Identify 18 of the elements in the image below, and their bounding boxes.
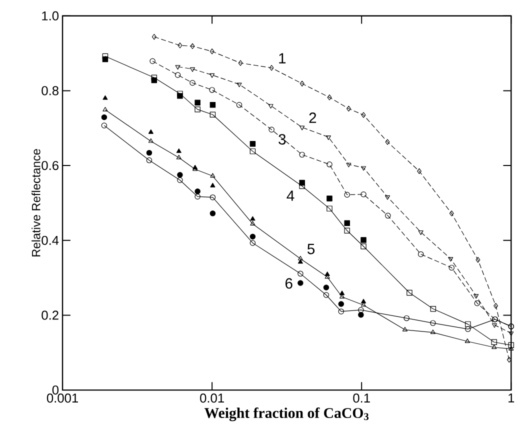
x-tick-label: 1 bbox=[508, 394, 514, 403]
x-tick-label: 0.01 bbox=[200, 394, 224, 403]
series-label: 2 bbox=[309, 112, 316, 124]
series-label: 5 bbox=[307, 244, 315, 254]
y-tick-label: 0.6 bbox=[42, 161, 58, 170]
y-tick-label: 1.0 bbox=[42, 12, 59, 21]
series-label: 6 bbox=[286, 278, 292, 289]
y-tick-label: 0.2 bbox=[42, 310, 58, 320]
y-axis-title: Relative Reflectance bbox=[32, 149, 40, 257]
x-tick-label: 0.001 bbox=[46, 394, 78, 403]
x-axis-title: Weight fraction of CaCO$_{3}$ bbox=[204, 408, 369, 422]
y-tick-label: 0 bbox=[52, 386, 59, 395]
x-tick-label: 0.1 bbox=[353, 394, 370, 403]
series-label: 1 bbox=[279, 53, 286, 64]
y-tick-label: 0.8 bbox=[42, 86, 58, 96]
series-label: 3 bbox=[278, 134, 286, 145]
series-label: 4 bbox=[286, 190, 294, 201]
y-tick-label: 0.4 bbox=[42, 236, 59, 246]
